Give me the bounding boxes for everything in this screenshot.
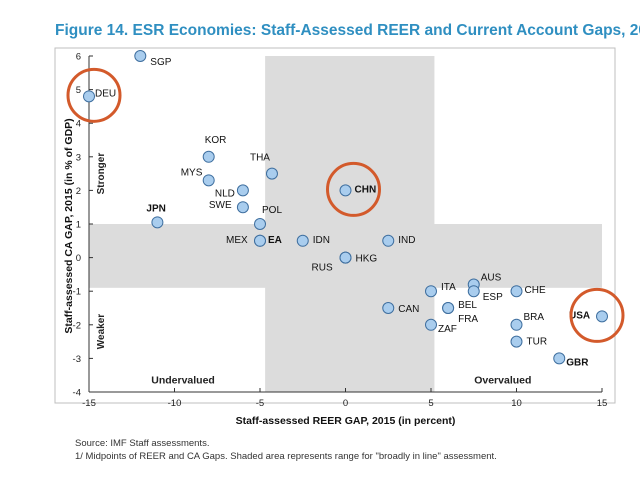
point-bra [510, 318, 523, 331]
point-label-zaf: ZAF [438, 324, 457, 335]
point-rus [339, 251, 352, 264]
highlight-circle-deu [66, 67, 122, 123]
point-jpn [151, 216, 164, 229]
point-idn [296, 234, 309, 247]
point-label-rus: RUS [312, 263, 333, 274]
y-tick-label: 2 [76, 186, 81, 197]
point-ea [254, 234, 266, 247]
highlight-circle-usa [569, 287, 625, 343]
point-usa [596, 310, 608, 323]
region-label-undervalued: Undervalued [151, 375, 215, 387]
y-tick-label: 5 [76, 85, 81, 96]
point-label-bra: BRA [524, 312, 545, 323]
y-tick-label: 6 [76, 52, 81, 63]
point-label-nld: NLD [215, 188, 235, 199]
point-mys [202, 174, 215, 187]
x-tick-label: -5 [256, 398, 264, 409]
x-axis-title: Staff-assessed REER GAP, 2015 (in percen… [236, 415, 456, 427]
x-tick-label: -10 [168, 398, 182, 409]
y-tick-label: -2 [73, 320, 81, 331]
point-label-kor: KOR [205, 135, 227, 146]
point-label-bel: BEL [458, 300, 477, 311]
point-gbr [553, 352, 566, 365]
point-swe [236, 201, 249, 214]
point-label-mys: MYS [181, 167, 203, 178]
footnote: 1/ Midpoints of REER and CA Gaps. Shaded… [75, 451, 497, 462]
point-label-usa: USA [569, 310, 590, 321]
point-label-mex: MEX [226, 235, 248, 246]
figure-notes: Source: IMF Staff assessments. 1/ Midpoi… [75, 437, 497, 463]
region-label-weaker: Weaker [96, 314, 107, 350]
y-tick-label: 3 [76, 152, 81, 163]
point-che [510, 285, 523, 298]
point-label-esp: ESP [483, 292, 503, 303]
region-label-stronger: Stronger [96, 153, 107, 195]
point-pol [254, 218, 266, 230]
x-tick-label: 15 [597, 398, 608, 409]
point-label-deu: DEU [95, 88, 116, 99]
y-tick-label: -3 [73, 354, 81, 365]
point-label-gbr: GBR [566, 357, 589, 368]
point-nld [236, 184, 249, 197]
point-label-hkg: HKG [356, 254, 378, 265]
point-esp [467, 285, 480, 298]
x-tick-label: 10 [511, 398, 522, 409]
point-label-chn: CHN [355, 184, 377, 195]
point-chn [339, 184, 352, 197]
point-zaf [425, 318, 437, 331]
y-tick-label: 0 [76, 253, 81, 264]
point-label-ita: ITA [441, 282, 456, 293]
point-label-tha: THA [250, 153, 270, 164]
chart-title: Figure 14. ESR Economies: Staff-Assessed… [55, 22, 640, 39]
x-tick-label: 0 [343, 398, 348, 409]
point-label-idn: IDN [313, 235, 330, 246]
point-label-tur: TUR [527, 337, 548, 348]
y-tick-label: -4 [73, 388, 81, 399]
point-label-fra: FRA [458, 314, 478, 325]
y-tick-label: 1 [76, 220, 81, 231]
point-label-swe: SWE [209, 200, 232, 211]
y-tick-label: -1 [73, 287, 81, 298]
region-label-overvalued: Overvalued [474, 375, 531, 387]
point-tha [265, 167, 278, 180]
point-ind [382, 234, 395, 247]
point-label-ea: EA [268, 235, 282, 246]
point-deu [83, 90, 95, 103]
point-kor [202, 150, 215, 163]
x-tick-label: -15 [82, 398, 96, 409]
point-fra [442, 302, 455, 314]
plot-frame [54, 47, 616, 404]
point-can [382, 302, 395, 314]
point-label-sgp: SGP [150, 57, 171, 68]
source-note: Source: IMF Staff assessments. [75, 438, 210, 449]
point-sgp [134, 50, 147, 62]
point-label-ind: IND [398, 235, 415, 246]
y-tick-label: 4 [76, 119, 81, 130]
x-tick-label: 5 [428, 398, 433, 409]
point-label-can: CAN [398, 304, 419, 315]
point-label-che: CHE [525, 285, 546, 296]
point-label-pol: POL [262, 205, 282, 216]
point-label-jpn: JPN [146, 203, 165, 214]
highlight-circle-chn [326, 161, 381, 217]
point-label-aus: AUS [481, 272, 502, 283]
point-ita [425, 285, 437, 298]
y-axis-title: Staff-assessed CA GAP, 2015 (in % of GDP… [63, 118, 75, 333]
point-tur [510, 335, 523, 348]
